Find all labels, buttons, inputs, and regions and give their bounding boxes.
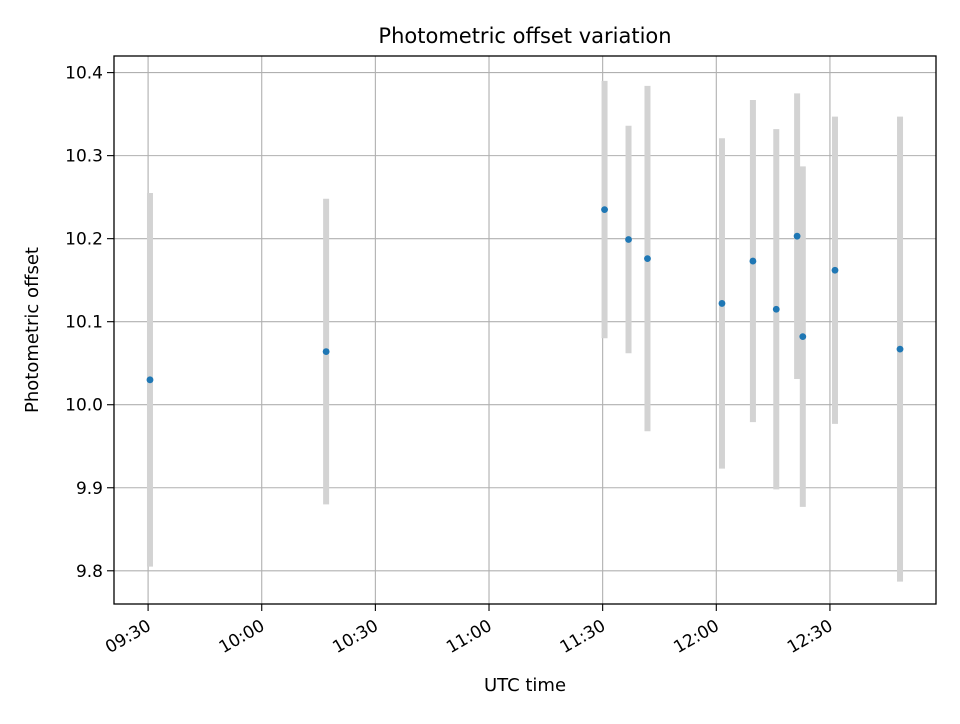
data-point xyxy=(793,232,801,240)
grid xyxy=(114,56,936,604)
x-axis-label: UTC time xyxy=(484,675,566,696)
y-axis-label: Photometric offset xyxy=(22,247,43,413)
x-tick-label: 10:00 xyxy=(216,616,268,658)
x-tick-label: 12:30 xyxy=(784,616,836,658)
data-point xyxy=(799,333,807,341)
data-point xyxy=(644,255,651,262)
x-tick-label: 11:00 xyxy=(443,616,495,658)
data-point xyxy=(322,348,330,355)
data-points xyxy=(146,206,904,384)
y-tick-label: 9.8 xyxy=(76,562,103,582)
x-tick-label: 09:30 xyxy=(102,616,154,658)
data-point xyxy=(749,257,757,265)
y-axis-ticks: 9.8 9.9 10.0 10.1 10.2 10.3 10.4 xyxy=(65,64,114,582)
x-tick-label: 10:30 xyxy=(329,616,381,658)
data-point xyxy=(831,266,839,274)
data-point xyxy=(625,236,632,243)
data-point xyxy=(772,305,780,313)
x-axis-ticks: 09:30 10:00 10:30 11:00 11:30 12:00 12:30 xyxy=(102,604,836,658)
y-tick-label: 10.0 xyxy=(65,396,103,416)
y-tick-label: 10.4 xyxy=(65,64,103,84)
y-tick-label: 9.9 xyxy=(76,479,103,499)
y-tick-label: 10.1 xyxy=(65,313,103,333)
data-point xyxy=(896,345,904,353)
x-tick-label: 11:30 xyxy=(557,616,609,658)
x-tick-label: 12:00 xyxy=(670,616,722,658)
data-point xyxy=(718,300,726,307)
chart-title: Photometric offset variation xyxy=(378,24,671,48)
data-point xyxy=(601,206,608,214)
y-tick-label: 10.2 xyxy=(65,230,103,250)
y-tick-label: 10.3 xyxy=(65,147,103,167)
plot-frame xyxy=(113,55,937,605)
data-point xyxy=(146,376,154,384)
